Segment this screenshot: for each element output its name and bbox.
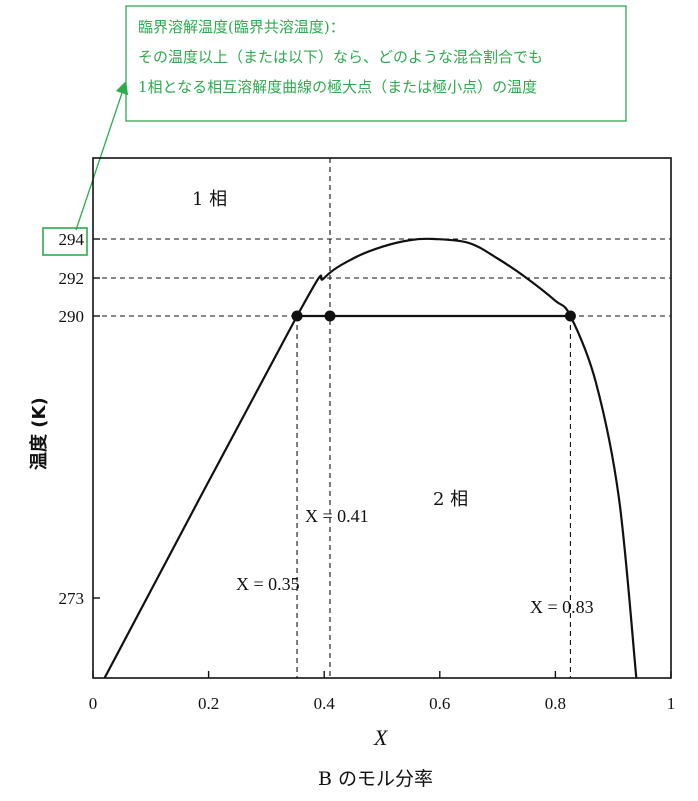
x-tick-label-0: 0 <box>89 694 98 713</box>
data-point-2 <box>564 310 576 322</box>
plot-frame <box>92 157 672 679</box>
caption-mole-fraction: B のモル分率 <box>318 768 433 790</box>
y-tick-label-292: 292 <box>59 269 85 288</box>
y-tick-label-294: 294 <box>59 230 85 249</box>
annotation-line-1: その温度以上（または以下）なら、どのような混合割合でも <box>138 48 543 66</box>
region-one-phase-label: 1 相 <box>192 189 227 210</box>
x-tick-label-0.8: 0.8 <box>545 694 566 713</box>
y-tick-label-273: 273 <box>59 589 85 608</box>
x-annotation-041: X = 0.41 <box>305 506 369 526</box>
region-two-phase-label: 2 相 <box>433 489 468 510</box>
y-tick-label-290: 290 <box>59 307 85 326</box>
annotation-line-2: 1相となる相互溶解度曲線の極大点（または極小点）の温度 <box>138 78 537 96</box>
annotation-callout: 臨界溶解温度(臨界共溶温度)： その温度以上（または以下）なら、どのような混合割… <box>42 5 627 256</box>
solubility-curve-layer <box>103 237 638 678</box>
data-point-1 <box>324 310 336 322</box>
highlight-box-294 <box>42 227 88 256</box>
y-axis-label: 温度 (K) <box>28 397 50 470</box>
x-tick-label-0.2: 0.2 <box>198 694 219 713</box>
data-point-0 <box>291 310 303 322</box>
x-tick-label-1: 1 <box>667 694 676 713</box>
x-tick-label-0.6: 0.6 <box>429 694 450 713</box>
annotation-box <box>125 5 627 122</box>
x-annotation-035: X = 0.35 <box>236 574 300 594</box>
x-tick-label-0.4: 0.4 <box>314 694 336 713</box>
x-axis-label: X <box>373 725 389 750</box>
solubility-curve <box>103 237 638 678</box>
x-annotation-083: X = 0.83 <box>530 597 594 617</box>
ticks-layer: 0 0.2 0.4 0.6 0.8 1 273 290 292 294 <box>59 230 676 713</box>
annotation-title: 臨界溶解温度(臨界共溶温度)： <box>138 18 345 36</box>
